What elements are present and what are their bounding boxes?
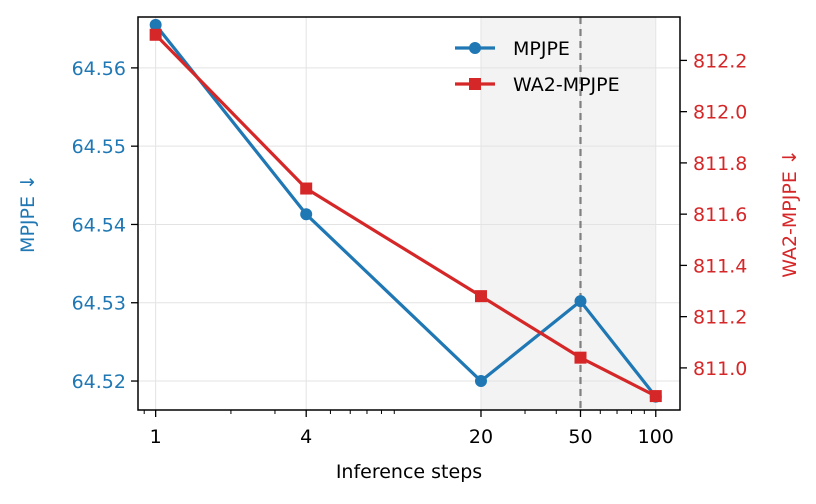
left-y-tick-label: 64.52 — [72, 371, 126, 393]
x-tick-label: 4 — [300, 426, 312, 448]
x-tick-label: 100 — [638, 426, 674, 448]
left-y-tick-label: 64.53 — [72, 293, 126, 315]
x-axis: 1 4 20 50 100 — [143, 410, 674, 448]
x-tick-label: 50 — [568, 426, 592, 448]
series — [149, 18, 662, 403]
legend: MPJPE WA2-MPJPE — [455, 38, 620, 96]
left-axis-label: MPJPE ↓ — [17, 174, 39, 253]
legend-label: MPJPE — [513, 38, 570, 60]
data-point — [149, 28, 162, 41]
shaded-region — [480, 17, 656, 410]
plot-frame — [137, 16, 681, 411]
data-point — [300, 182, 313, 195]
right-y-tick-label: 812.0 — [693, 102, 747, 124]
right-y-tick-label: 811.4 — [693, 255, 747, 277]
data-point — [574, 351, 587, 364]
data-point — [574, 295, 587, 308]
left-y-tick-label: 64.55 — [72, 136, 126, 158]
data-point — [474, 375, 487, 388]
data-point — [649, 390, 662, 403]
right-y-tick-label: 812.2 — [693, 50, 747, 72]
data-point — [300, 208, 313, 221]
right-y-axis: 811.0 811.2 811.4 811.6 811.8 812.0 812.2 — [680, 50, 747, 380]
shaded-region-rect — [480, 17, 656, 410]
data-point — [474, 290, 487, 303]
left-y-axis: 64.52 64.53 64.54 64.55 64.56 — [72, 58, 138, 393]
right-y-tick-label: 811.8 — [693, 153, 747, 175]
left-y-tick-label: 64.54 — [72, 214, 126, 236]
legend-marker — [469, 78, 481, 90]
right-y-tick-label: 811.6 — [693, 204, 747, 226]
legend-label: WA2-MPJPE — [513, 74, 620, 96]
legend-marker — [469, 42, 481, 54]
x-tick-label: 20 — [469, 426, 493, 448]
right-y-tick-label: 811.2 — [693, 307, 747, 329]
data-point — [149, 18, 162, 31]
right-axis-label: WA2-MPJPE ↓ — [779, 149, 801, 278]
right-y-tick-label: 811.0 — [693, 358, 747, 380]
x-tick-label: 1 — [150, 426, 162, 448]
left-y-tick-label: 64.56 — [72, 58, 126, 80]
x-axis-label: Inference steps — [336, 461, 482, 483]
